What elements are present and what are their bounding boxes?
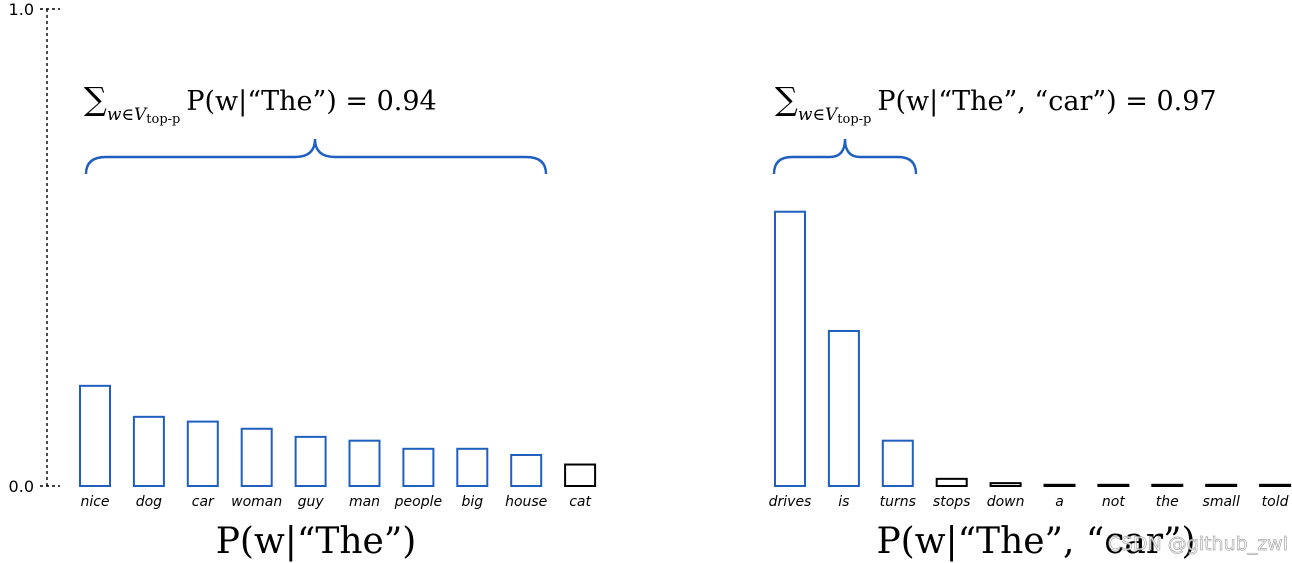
left-bar-house (510, 453, 543, 487)
right-category-label-small: small (1203, 494, 1240, 510)
right-category-label-a: a (1055, 494, 1064, 510)
right-category-label-is: is (838, 494, 849, 510)
watermark: CSDN @github_zwl (1108, 533, 1288, 555)
left-category-label-man: man (349, 494, 380, 510)
right-bar-small (1205, 483, 1238, 487)
left-sum-subsub: top-p (146, 112, 180, 127)
left-sum-sub: w∈V (107, 105, 148, 125)
right-sum-expr: P(w|“The”, “car”) = 0.97 (877, 86, 1216, 117)
right-bar-a (1043, 483, 1076, 487)
left-category-label-big: big (461, 494, 483, 510)
right-bar-not (1097, 483, 1130, 487)
right-category-label-not: not (1102, 494, 1125, 510)
right-bar-stops (935, 477, 968, 488)
right-sum-symbol: ∑ (775, 80, 798, 118)
right-bar-down (989, 482, 1022, 488)
left-category-label-people: people (394, 494, 442, 510)
right-category-label-turns: turns (880, 494, 916, 510)
right-sum-subsub: top-p (837, 112, 871, 127)
left-sum-symbol: ∑ (84, 80, 107, 118)
right-brace (772, 138, 918, 175)
left-bar-people (402, 447, 435, 488)
right-bar-the (1151, 483, 1184, 487)
left-bar-man (348, 439, 381, 487)
right-bar-series: drives is turns stops down a not the small told (769, 210, 1292, 510)
left-bar-dog (132, 415, 165, 487)
y-tick-label-1: 1.0 (9, 0, 34, 19)
left-bar-woman (240, 427, 273, 488)
left-xlabel: P(w|“The”) (216, 521, 417, 562)
left-bar-guy (294, 435, 327, 487)
left-bar-series: nice dog car woman guy man people big house cat (79, 384, 597, 510)
right-xlabel: P(w|“The”, “car”) (876, 521, 1195, 562)
left-brace (84, 138, 548, 175)
right-annotation-text: ∑w∈Vtop-p P(w|“The”, “car”) = 0.97 (775, 80, 1217, 127)
right-category-label-drives: drives (769, 494, 812, 510)
right-category-label-told: told (1262, 494, 1289, 510)
right-category-label-stops: stops (933, 494, 971, 510)
right-annotation: ∑w∈Vtop-p P(w|“The”, “car”) = 0.97 (772, 80, 1217, 175)
right-bar-turns (881, 439, 914, 487)
left-category-label-woman: woman (231, 494, 282, 510)
right-category-label-the: the (1156, 494, 1179, 510)
left-bar-cat (564, 463, 597, 488)
left-category-label-guy: guy (298, 494, 325, 510)
left-category-label-dog: dog (136, 494, 162, 510)
left-category-label-cat: cat (569, 494, 591, 510)
right-bar-drives (774, 210, 806, 487)
right-bar-is (827, 329, 860, 487)
y-axis: 0.0 1.0 (9, 0, 60, 496)
left-bar-nice (79, 384, 111, 487)
left-annotation: ∑w∈Vtop-p P(w|“The”) = 0.94 (84, 80, 548, 175)
left-category-label-house: house (505, 494, 547, 510)
left-category-label-car: car (192, 494, 215, 510)
right-category-label-down: down (987, 494, 1025, 510)
left-bar-big (456, 447, 489, 488)
right-sum-sub: w∈V (798, 105, 839, 125)
left-annotation-text: ∑w∈Vtop-p P(w|“The”) = 0.94 (84, 80, 437, 127)
right-bar-told (1259, 483, 1292, 487)
left-sum-expr: P(w|“The”) = 0.94 (186, 86, 436, 117)
left-category-label-nice: nice (80, 494, 109, 510)
y-tick-label-0: 0.0 (9, 477, 34, 496)
left-bar-car (186, 420, 219, 488)
